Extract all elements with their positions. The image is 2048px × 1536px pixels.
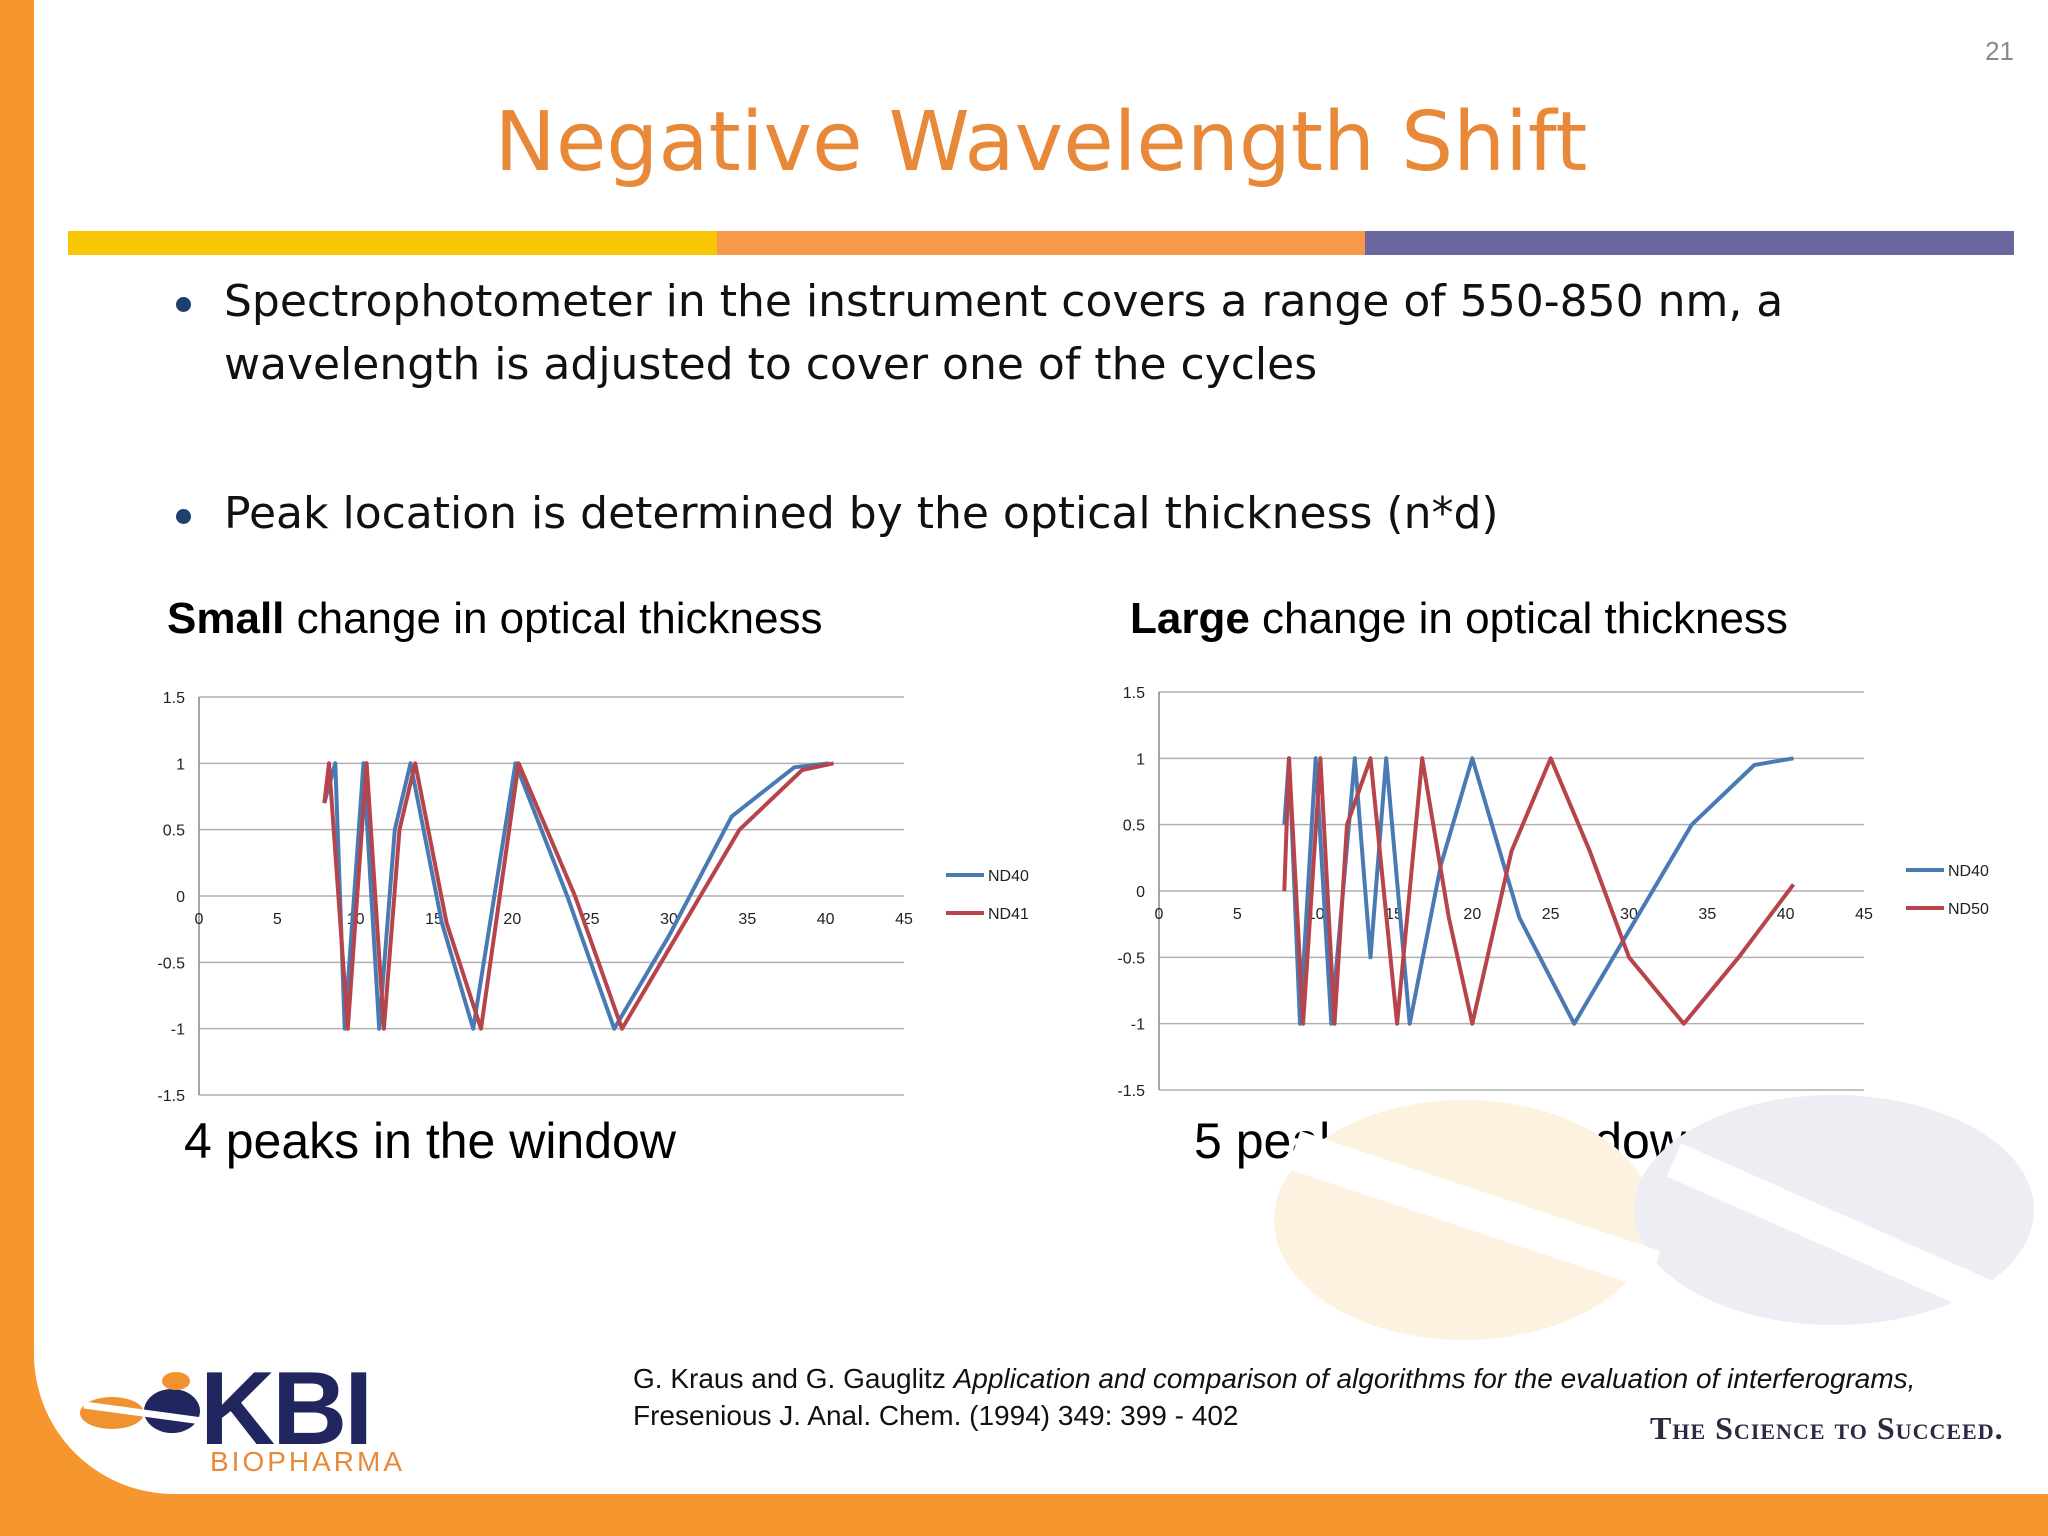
left-chart-heading: Small change in optical thickness	[167, 594, 823, 644]
left-chart: 1.510.50-0.5-1-1.50 5 10 15 20 25 30 35 40 45ND40…	[157, 690, 1029, 1105]
legend-label: ND41	[988, 906, 1029, 923]
bullet-dot-icon	[176, 509, 191, 524]
series-line	[322, 761, 834, 1031]
citation-journal: Fresenious J. Anal. Chem. (1994) 349: 39…	[633, 1400, 1239, 1431]
x-tick-label: 40	[817, 911, 835, 928]
y-tick-label: 1.5	[1123, 685, 1145, 702]
bullet-text: Peak location is determined by the optic…	[224, 488, 1499, 539]
left-heading-rest: change in optical thickness	[284, 594, 823, 643]
x-tick-label: 35	[1698, 906, 1716, 923]
right-heading-rest: change in optical thickness	[1249, 594, 1788, 643]
x-tick-label: 35	[738, 911, 756, 928]
y-tick-label: 0	[1136, 884, 1145, 901]
y-tick-label: -0.5	[1117, 950, 1145, 967]
bullet-list: Spectrophotometer in the instrument cove…	[176, 270, 1876, 545]
y-tick-label: -1.5	[1117, 1083, 1145, 1100]
y-tick-label: 0.5	[163, 823, 185, 840]
bullet-dot-icon	[176, 297, 191, 312]
logo-subtext: BIOPHARMA	[210, 1446, 406, 1477]
left-heading-bold: Small	[167, 594, 285, 643]
right-heading-bold: Large	[1130, 594, 1250, 643]
y-tick-label: -1.5	[157, 1088, 185, 1105]
x-tick-label: 20	[1463, 906, 1481, 923]
bullet-text: Spectrophotometer in the instrument cove…	[224, 276, 1784, 390]
x-tick-label: 30	[1620, 906, 1638, 923]
y-tick-label: 0	[176, 889, 185, 906]
x-tick-label: 25	[1542, 906, 1560, 923]
bullet-item: Spectrophotometer in the instrument cove…	[176, 270, 1876, 396]
x-tick-label: 0	[195, 911, 204, 928]
title-color-bar	[68, 231, 2015, 255]
legend-label: ND40	[1948, 863, 1989, 880]
citation: G. Kraus and G. Gauglitz Application and…	[633, 1360, 2048, 1434]
x-tick-label: 45	[895, 911, 913, 928]
color-bar-orange	[716, 231, 1366, 255]
citation-title: Application and comparison of algorithms…	[953, 1363, 1916, 1394]
y-tick-label: -1	[1131, 1017, 1145, 1034]
y-tick-label: 0.5	[1123, 818, 1145, 835]
slide-title: Negative Wavelength Shift	[494, 95, 1588, 190]
citation-authors: G. Kraus and G. Gauglitz	[633, 1363, 954, 1394]
x-tick-label: 5	[1233, 906, 1242, 923]
series-line	[1282, 756, 1794, 1026]
x-tick-label: 0	[1155, 906, 1164, 923]
y-tick-label: 1	[1136, 751, 1145, 768]
legend-label: ND50	[1948, 901, 1989, 918]
y-tick-label: 1.5	[163, 690, 185, 707]
color-bar-purple	[1365, 231, 2015, 255]
right-chart: 1.510.50-0.5-1-1.50 5 10 15 20 25 30 35 40 45ND40…	[1117, 685, 1989, 1100]
x-tick-label: 45	[1855, 906, 1873, 923]
x-tick-label: 40	[1777, 906, 1795, 923]
watermark-logo-icon	[1274, 1095, 2034, 1340]
left-caption: 4 peaks in the window	[184, 1113, 676, 1169]
x-tick-label: 20	[503, 911, 521, 928]
x-tick-label: 5	[273, 911, 282, 928]
y-tick-label: -0.5	[157, 955, 185, 972]
series-line	[322, 761, 830, 1031]
y-tick-label: -1	[171, 1022, 185, 1039]
slide: 21 Negative Wavelength Shift Spectrophot…	[34, 0, 2048, 1494]
bullet-item: Peak location is determined by the optic…	[176, 482, 1876, 545]
right-chart-heading: Large change in optical thickness	[1130, 594, 1788, 644]
series-line	[1282, 756, 1796, 1026]
kbi-logo-icon	[80, 1372, 203, 1433]
legend-label: ND40	[988, 868, 1029, 885]
page-number: 21	[1985, 36, 2014, 66]
color-bar-yellow	[68, 231, 717, 255]
tagline: The Science to Succeed.	[1650, 1410, 2004, 1446]
logo-text: KBI	[200, 1351, 373, 1467]
y-tick-label: 1	[176, 756, 185, 773]
